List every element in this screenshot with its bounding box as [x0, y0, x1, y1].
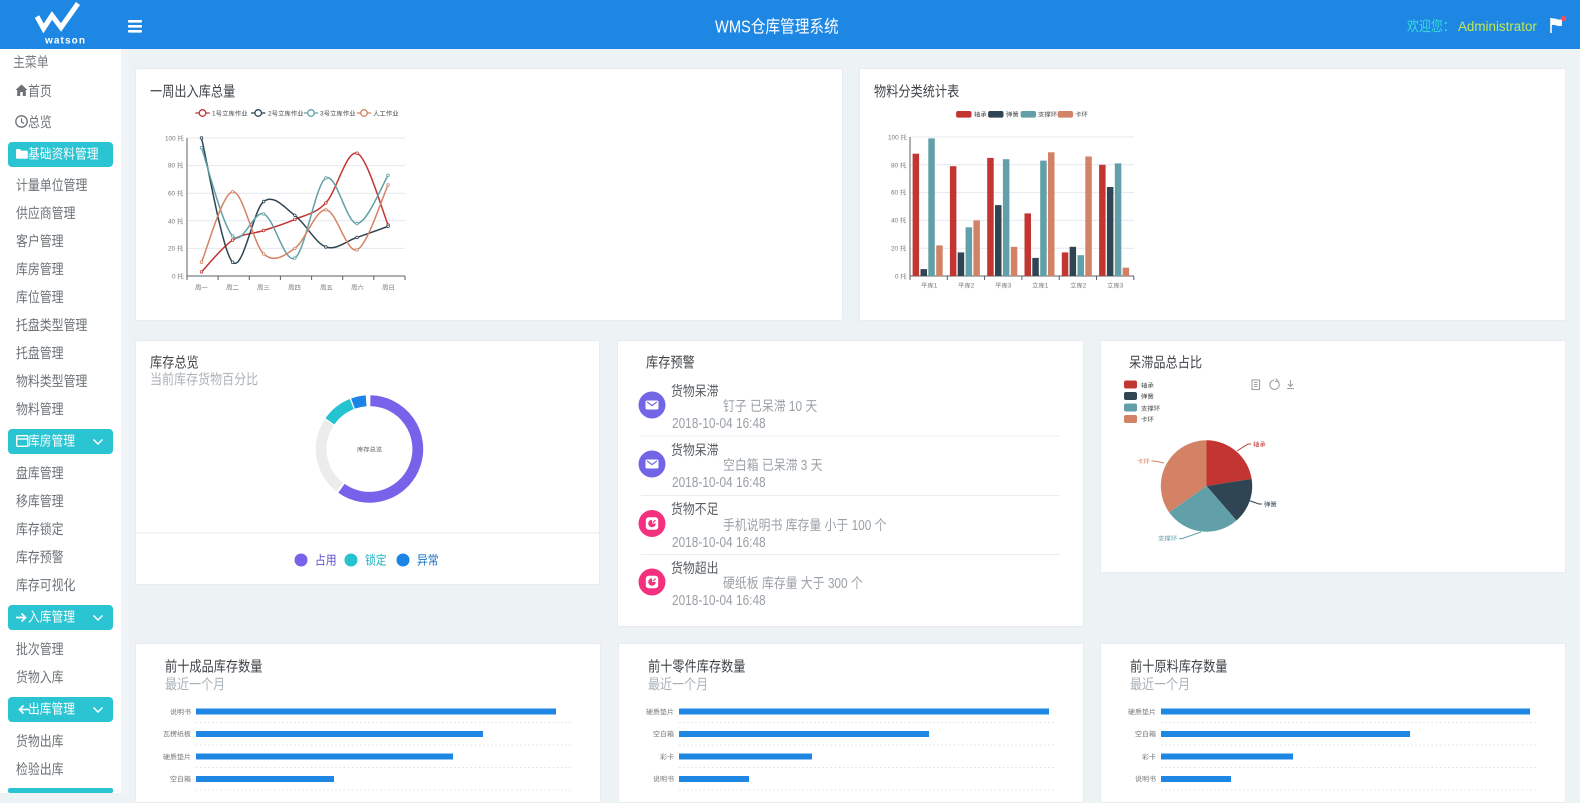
- svg-text:3: 3: [1008, 283, 1012, 290]
- svg-text:3: 3: [1120, 283, 1124, 290]
- svg-text:10: 10: [789, 398, 802, 414]
- svg-text:16:48: 16:48: [736, 474, 766, 490]
- svg-text:16:48: 16:48: [736, 592, 766, 608]
- svg-text:2: 2: [971, 283, 975, 290]
- svg-text:300: 300: [828, 575, 848, 591]
- svg-text:2018-10-04: 2018-10-04: [672, 592, 733, 608]
- svg-text:2018-10-04: 2018-10-04: [672, 474, 733, 490]
- svg-text:1: 1: [1045, 283, 1049, 290]
- svg-text:20: 20: [168, 246, 176, 253]
- svg-text:80: 80: [168, 163, 176, 170]
- svg-text:2018-10-04: 2018-10-04: [672, 533, 733, 549]
- svg-text:80: 80: [891, 162, 899, 169]
- svg-text:100: 100: [165, 135, 176, 142]
- svg-text:1: 1: [933, 283, 937, 290]
- svg-text:0: 0: [895, 273, 899, 280]
- svg-text:100: 100: [888, 134, 899, 141]
- svg-text:0: 0: [172, 273, 176, 280]
- svg-text:40: 40: [168, 218, 176, 225]
- svg-text:WMS: WMS: [715, 18, 751, 38]
- svg-text:1: 1: [212, 110, 216, 117]
- svg-text:40: 40: [891, 218, 899, 225]
- svg-text:Administrator: Administrator: [1458, 19, 1537, 34]
- svg-text:3: 3: [320, 110, 324, 117]
- svg-text:3: 3: [801, 457, 808, 473]
- svg-text:2018-10-04: 2018-10-04: [672, 415, 733, 431]
- svg-text:60: 60: [168, 191, 176, 198]
- svg-text:16:48: 16:48: [736, 533, 766, 549]
- svg-text:2: 2: [1082, 283, 1086, 290]
- svg-text:60: 60: [891, 190, 899, 197]
- svg-text:2: 2: [268, 110, 272, 117]
- svg-text:100: 100: [852, 516, 872, 532]
- svg-text:20: 20: [891, 246, 899, 253]
- svg-text:16:48: 16:48: [736, 415, 766, 431]
- svg-text:watson: watson: [44, 36, 86, 47]
